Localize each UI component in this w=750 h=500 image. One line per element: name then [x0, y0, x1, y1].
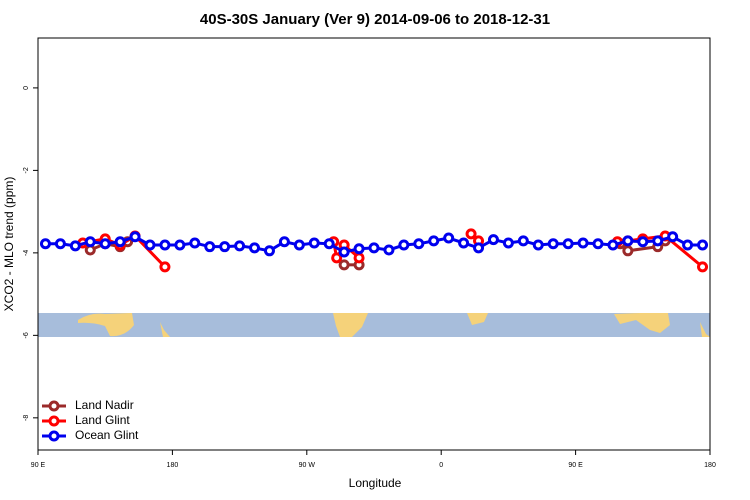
data-point — [487, 234, 499, 246]
y-tick-label: -8 — [23, 415, 30, 421]
data-point — [338, 246, 350, 258]
data-point — [263, 245, 275, 257]
data-point — [331, 252, 343, 264]
plot-frame — [37, 37, 711, 451]
data-point — [308, 237, 320, 249]
data-point — [144, 239, 156, 251]
data-point — [398, 239, 410, 251]
data-point — [234, 240, 246, 252]
data-point — [353, 243, 365, 255]
map-band — [38, 313, 710, 337]
legend-swatch-point — [48, 430, 60, 442]
data-point — [99, 238, 111, 250]
data-point — [204, 241, 216, 253]
data-point — [562, 238, 574, 250]
legend-label: Ocean Glint — [75, 428, 139, 442]
data-point — [338, 259, 350, 271]
data-point — [517, 235, 529, 247]
data-point — [443, 232, 455, 244]
data-point — [465, 228, 477, 240]
data-point — [622, 235, 634, 247]
data-point — [174, 239, 186, 251]
data-point — [607, 239, 619, 251]
data-point — [159, 261, 171, 273]
data-point — [652, 235, 664, 247]
data-point — [383, 244, 395, 256]
data-point — [667, 231, 679, 243]
data-point — [458, 237, 470, 249]
y-axis-label: XCO2 - MLO trend (ppm) — [2, 177, 16, 312]
data-point — [54, 238, 66, 250]
data-point — [502, 237, 514, 249]
data-point — [637, 236, 649, 248]
x-tick-label: 90 W — [299, 462, 316, 469]
x-tick-label: 180 — [704, 462, 716, 469]
data-point — [413, 238, 425, 250]
data-point — [353, 252, 365, 264]
data-point — [622, 245, 634, 257]
data-point — [129, 231, 141, 243]
x-tick-label: 0 — [439, 462, 443, 469]
data-point — [189, 237, 201, 249]
data-point — [69, 240, 81, 252]
x-tick-label: 180 — [167, 462, 179, 469]
data-point — [249, 242, 261, 254]
data-point — [114, 236, 126, 248]
data-point — [39, 238, 51, 250]
x-axis-label: Longitude — [349, 476, 402, 490]
data-point — [428, 235, 440, 247]
data-point — [697, 261, 709, 273]
y-tick-label: -2 — [23, 167, 30, 173]
legend-swatch-point — [48, 400, 60, 412]
data-point — [159, 239, 171, 251]
y-tick-label: -6 — [23, 332, 30, 338]
data-point — [682, 239, 694, 251]
data-point — [592, 238, 604, 250]
data-point — [84, 236, 96, 248]
data-point — [368, 242, 380, 254]
legend-label: Land Glint — [75, 413, 130, 427]
chart-title: 40S-30S January (Ver 9) 2014-09-06 to 20… — [200, 11, 550, 28]
data-point — [293, 239, 305, 251]
y-tick-label: 0 — [23, 86, 30, 90]
data-point — [219, 241, 231, 253]
data-point — [473, 242, 485, 254]
legend-swatch-point — [48, 415, 60, 427]
data-point — [323, 238, 335, 250]
data-point — [577, 237, 589, 249]
y-tick-label: -4 — [23, 250, 30, 256]
data-point — [547, 238, 559, 250]
data-point — [697, 239, 709, 251]
x-tick-label: 90 E — [31, 462, 46, 469]
data-point — [532, 239, 544, 251]
data-point — [278, 236, 290, 248]
x-tick-label: 90 E — [568, 462, 583, 469]
legend-label: Land Nadir — [75, 398, 134, 412]
